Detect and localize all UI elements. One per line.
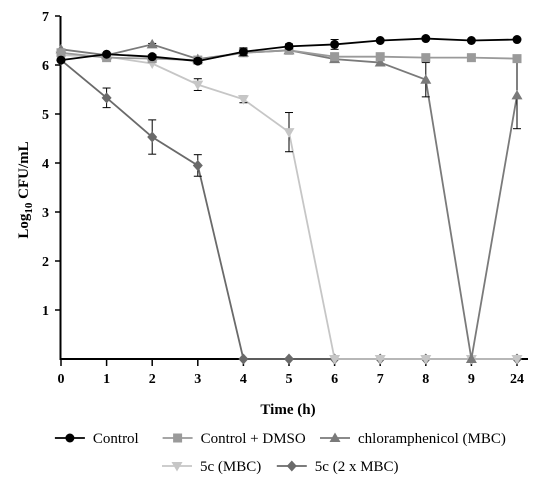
y-tick-label: 3	[42, 206, 49, 221]
y-tick-label: 1	[42, 304, 49, 319]
data-point	[512, 35, 522, 45]
legend-swatch-marker	[173, 433, 183, 443]
y-axis-title: Log10 CFU/mL	[16, 141, 35, 238]
legend-item: 5c (MBC)	[162, 459, 261, 475]
y-axis-title-rest: CFU/mL	[16, 141, 32, 202]
data-point	[375, 52, 385, 62]
x-tick-label: 3	[194, 372, 201, 387]
data-point	[102, 49, 112, 59]
data-point	[192, 159, 203, 171]
data-point	[237, 95, 249, 105]
y-axis-title-subscript: 10	[23, 202, 35, 214]
data-point	[284, 41, 294, 51]
y-axis-title-main: Log	[16, 213, 32, 239]
legend-swatch-marker	[329, 432, 341, 442]
y-ticks: 1 2 3 4 5 6 7	[42, 10, 60, 319]
legend-item: chloramphenicol (MBC)	[320, 431, 506, 447]
data-point	[56, 48, 66, 58]
legend-item: Control	[54, 431, 139, 447]
data-point	[466, 53, 476, 63]
data-point	[147, 131, 158, 143]
legend-label: Control + DMSO	[201, 431, 306, 447]
legend-label: 5c (MBC)	[200, 459, 261, 475]
data-point	[375, 36, 385, 45]
data-point	[374, 57, 386, 67]
legend-swatch-marker	[286, 460, 297, 472]
series-line	[60, 59, 517, 360]
data-point	[283, 128, 295, 138]
data-point	[421, 34, 431, 44]
data-point	[512, 54, 522, 64]
data-point	[238, 353, 249, 365]
series-5c-mbc	[55, 51, 523, 365]
legend: Control Control + DMSO chloramphenicol (MB…	[54, 431, 506, 475]
x-tick-label: 5	[286, 372, 293, 387]
data-point	[466, 36, 476, 45]
series-line	[60, 43, 518, 360]
series-5c-2-x-mbc	[56, 54, 522, 365]
legend-item: 5c (2 x MBC)	[276, 459, 399, 475]
x-tick-label: 2	[149, 372, 156, 387]
legend-item: Control + DMSO	[162, 431, 306, 447]
legend-swatch-marker	[171, 462, 183, 472]
legend-label: chloramphenicol (MBC)	[358, 431, 506, 447]
data-point	[374, 355, 386, 365]
x-tick-label: 24	[510, 372, 524, 387]
data-point	[101, 92, 112, 104]
x-tick-label: 9	[468, 372, 475, 387]
series-line	[60, 54, 517, 360]
series-chloramphenicol-mbc	[55, 38, 523, 363]
series-control	[56, 34, 522, 66]
legend-label: 5c (2 x MBC)	[315, 459, 399, 475]
series-layer	[55, 34, 523, 365]
data-point	[421, 53, 431, 63]
data-point	[284, 353, 294, 365]
data-point	[511, 89, 523, 100]
x-tick-label: 7	[377, 372, 384, 387]
data-point	[329, 355, 341, 365]
x-axis-title: Time (h)	[260, 402, 315, 418]
y-tick-label: 2	[42, 255, 49, 270]
y-tick-label: 6	[42, 59, 49, 74]
data-point	[192, 80, 204, 91]
data-point	[238, 47, 248, 57]
x-ticks: 0 1 2 3 4 5 6 7 8 9 24	[58, 360, 524, 387]
x-tick-label: 0	[58, 372, 65, 387]
x-tick-label: 8	[422, 372, 429, 387]
data-point	[56, 55, 66, 65]
axes: 1 2 3 4 5 6 7 0 1 2 3 4 5 6 7 8 9 24 Time (h) Log10 CFU/…	[16, 10, 528, 418]
data-point	[330, 52, 340, 62]
y-tick-label: 4	[42, 157, 49, 172]
data-point	[330, 39, 340, 49]
x-tick-label: 1	[103, 372, 110, 387]
data-point	[420, 355, 432, 365]
y-tick-label: 5	[42, 108, 49, 123]
data-point	[420, 74, 432, 84]
data-point	[147, 52, 157, 62]
data-point	[193, 56, 203, 66]
legend-label: Control	[93, 431, 139, 447]
x-tick-label: 6	[331, 372, 338, 387]
y-tick-label: 7	[42, 10, 49, 25]
x-tick-label: 4	[240, 372, 247, 387]
legend-swatch-marker	[65, 433, 75, 443]
data-point	[511, 355, 523, 365]
data-point	[465, 353, 477, 363]
data-point	[146, 38, 158, 49]
